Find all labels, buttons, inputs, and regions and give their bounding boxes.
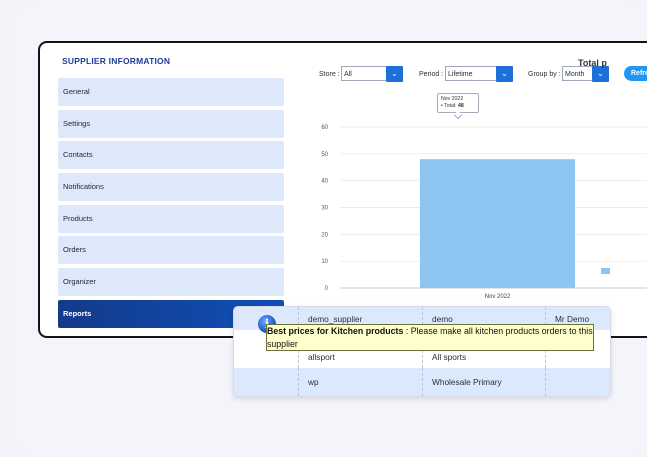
y-tick-label: 0 — [325, 286, 329, 292]
menu-item-notifications[interactable]: Notifications — [58, 173, 284, 202]
tooltip-label: • Total: — [441, 103, 457, 109]
tooltip-header: Nov 2022 — [441, 96, 464, 102]
menu-item-organizer[interactable]: Organizer — [58, 268, 284, 297]
period-dropdown-icon[interactable]: ⌄ — [496, 66, 513, 82]
period-label: Period : — [419, 71, 444, 78]
table-cell: Mr Demo — [545, 307, 610, 330]
menu-item-products[interactable]: Products — [58, 204, 284, 233]
group-by-dropdown-icon[interactable]: ⌄ — [592, 66, 609, 82]
y-tick-label: 60 — [321, 125, 328, 131]
y-tick-label: 10 — [321, 259, 328, 265]
table-cell — [545, 368, 610, 396]
supplier-notice: Best prices for Kitchen products : Pleas… — [266, 324, 594, 351]
menu-item-general[interactable]: General — [58, 78, 284, 106]
y-tick-label: 20 — [321, 232, 328, 238]
legend-swatch — [601, 268, 610, 274]
table-row[interactable]: wp Wholesale Primary — [234, 368, 610, 396]
table-cell: demo — [422, 307, 545, 330]
chart-title: Total p — [578, 58, 607, 68]
table-cell — [234, 368, 298, 396]
notice-text: : Please make all kitchen products order… — [267, 326, 593, 349]
group-by-select[interactable]: Month — [562, 66, 593, 81]
supplier-menu: General Settings Contacts Notifications … — [58, 78, 284, 332]
store-dropdown-icon[interactable]: ⌄ — [386, 66, 403, 82]
total-chart: 0 10 20 30 40 50 60 Nov 2022 — [321, 125, 647, 300]
menu-item-orders[interactable]: Orders — [58, 236, 284, 265]
y-tick-label: 40 — [321, 179, 328, 185]
table-cell: wp — [298, 368, 422, 396]
supplier-table: demo_supplier demo Mr Demo allsport All … — [233, 306, 611, 397]
group-by-label: Group by : — [528, 71, 561, 78]
table-cell: demo_supplier — [298, 307, 422, 330]
section-title: SUPPLIER INFORMATION — [62, 56, 171, 66]
y-tick-label: 50 — [321, 152, 328, 158]
tooltip-value: 48 — [458, 103, 464, 109]
x-tick-label: Nov 2022 — [485, 294, 511, 300]
store-label: Store : — [319, 71, 340, 78]
y-tick-label: 30 — [321, 206, 328, 212]
table-cell: Wholesale Primary — [422, 368, 545, 396]
menu-item-contacts[interactable]: Contacts — [58, 141, 284, 170]
notice-title: Best prices for Kitchen products — [267, 326, 404, 336]
menu-item-settings[interactable]: Settings — [58, 109, 284, 138]
chart-bar[interactable] — [420, 159, 575, 288]
refresh-button[interactable]: Refre — [624, 66, 647, 81]
